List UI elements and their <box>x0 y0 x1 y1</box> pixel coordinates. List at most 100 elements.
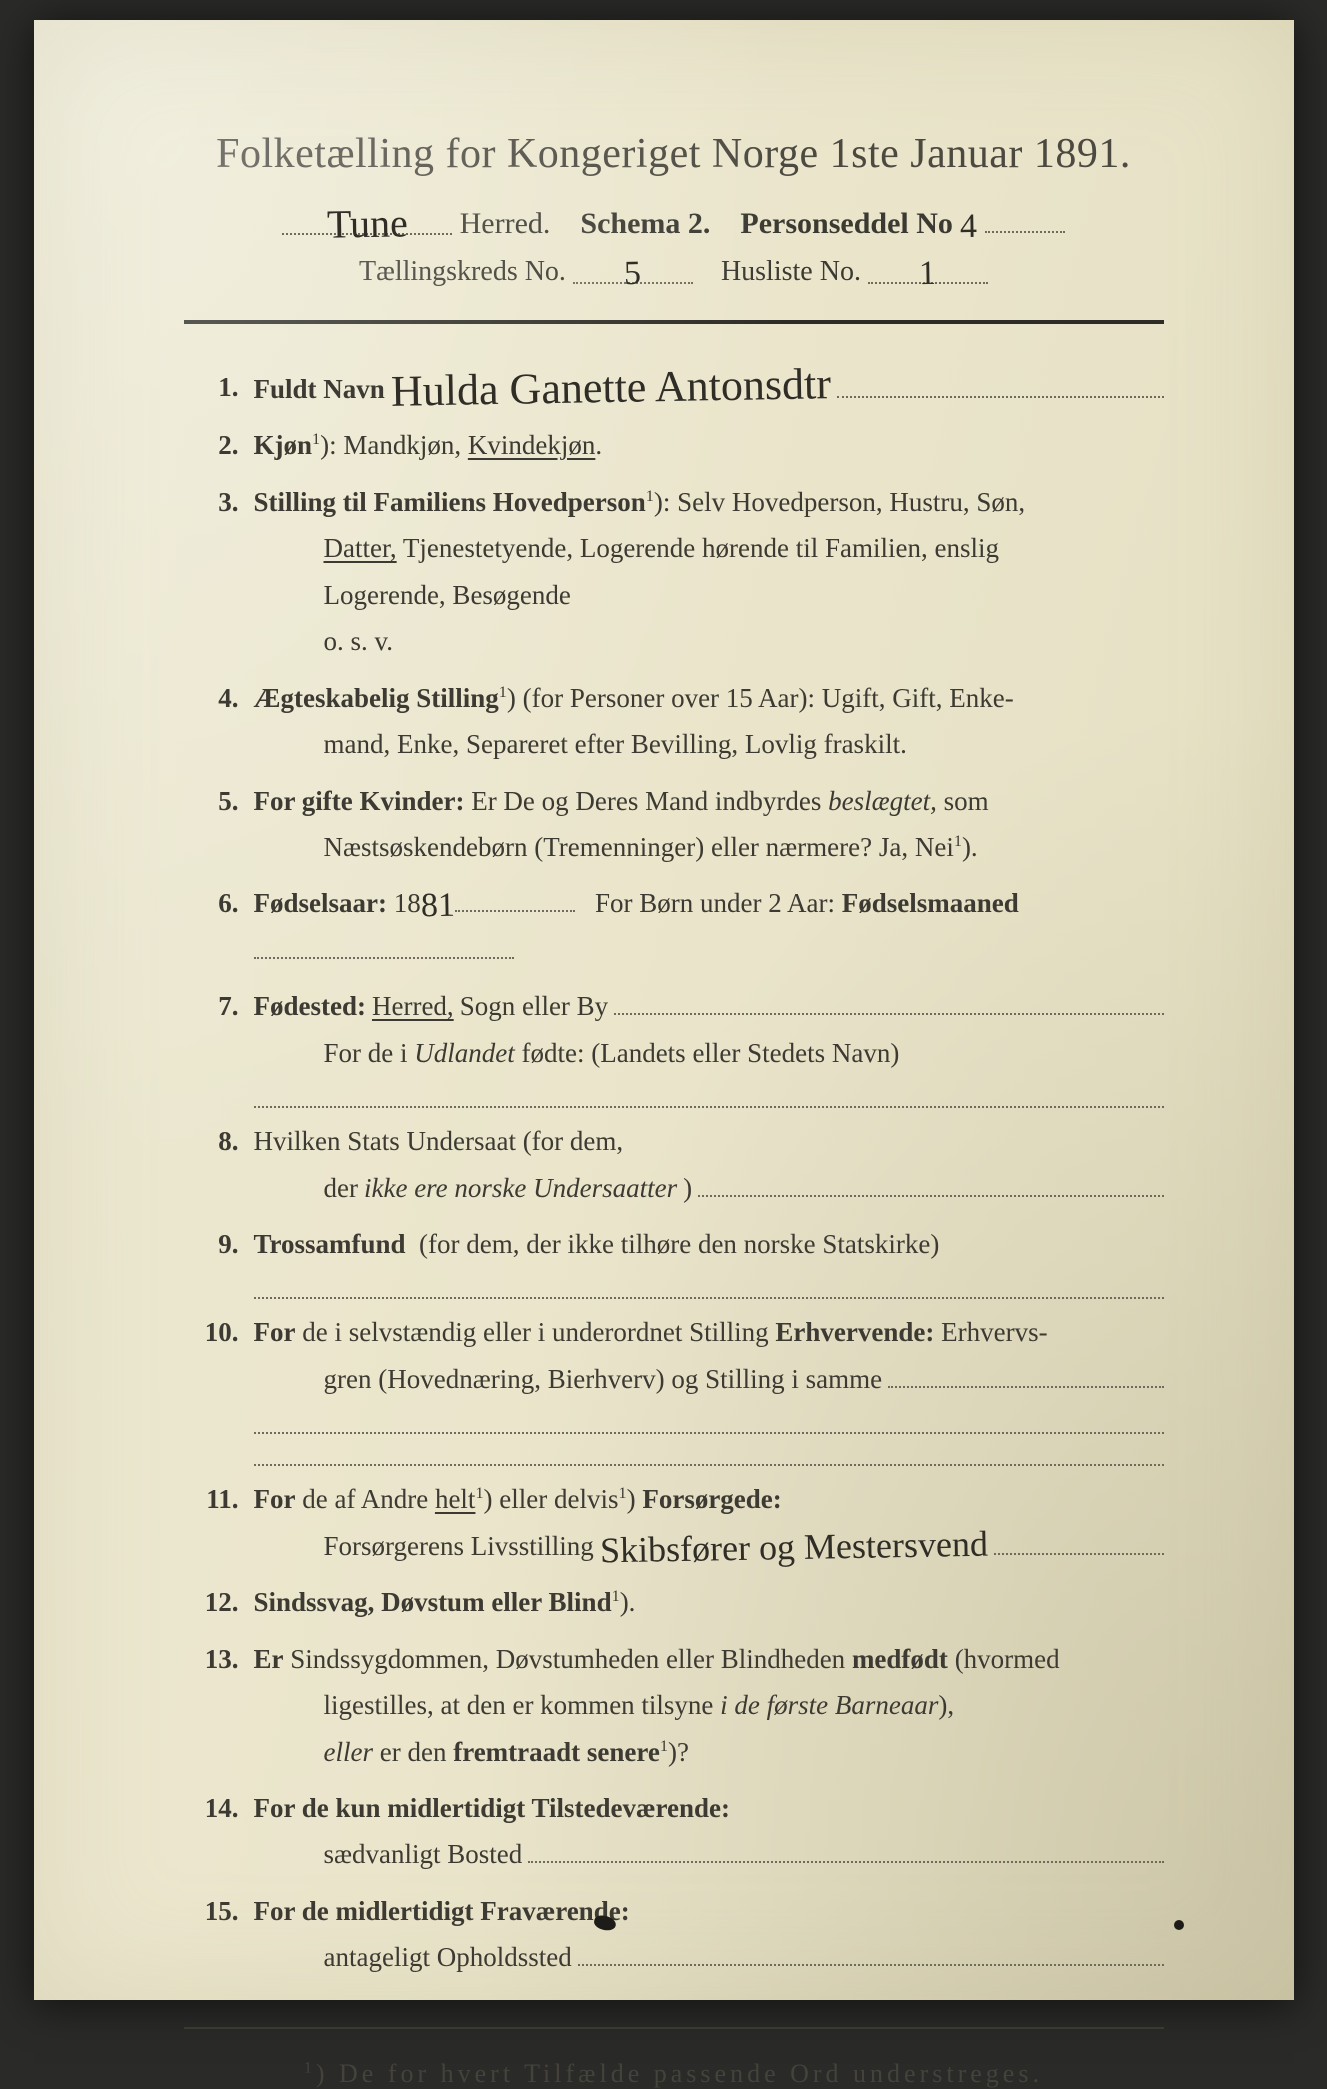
i4-paren: (for Personer over 15 Aar): <box>523 683 815 713</box>
herred-label: Herred. <box>460 207 551 240</box>
i10-dots1 <box>888 1360 1163 1388</box>
kreds-no-hand: 5 <box>624 259 642 290</box>
item-10: For de i selvstændig eller i underordnet… <box>184 1309 1164 1466</box>
item-12: Sindssvag, Døvstum eller Blind1). <box>184 1579 1164 1625</box>
i4-label: Ægteskabelig Stilling <box>254 683 499 713</box>
i5-sup: 1 <box>954 832 962 850</box>
i10-labelb: de i selvstændig eller i underordnet Sti… <box>302 1317 768 1347</box>
item-7: Fødested: Herred, Sogn eller By For de i… <box>184 983 1164 1108</box>
i4-line2: mand, Enke, Separeret efter Bevilling, L… <box>324 721 1164 767</box>
header-line-2: Tune Herred. Schema 2. Personseddel No 4 <box>184 200 1164 241</box>
i3-line2: Tjenestetyende, Logerende hørende til Fa… <box>403 533 999 563</box>
i8-line1: Hvilken Stats Undersaat (for dem, <box>254 1126 624 1156</box>
i11-fors: Forsørgede: <box>642 1484 781 1514</box>
header-block: Folketælling for Kongeriget Norge 1ste J… <box>184 130 1164 288</box>
husliste-field: 1 <box>868 255 988 284</box>
i3-sup: 1 <box>646 487 654 505</box>
item-8: Hvilken Stats Undersaat (for dem, der ik… <box>184 1118 1164 1211</box>
i5-label: For gifte Kvinder: <box>254 786 465 816</box>
i15-line2: antageligt Opholdssted <box>324 1934 572 1980</box>
i11-helt-underlined: helt <box>435 1484 476 1514</box>
i10-erhv: Erhvervende: <box>775 1317 934 1347</box>
i1-dots <box>837 370 1164 398</box>
i10-dots2 <box>254 1432 1164 1434</box>
i5-line2: Næstsøskendebørn (Tremenninger) eller næ… <box>324 832 954 862</box>
i13-paren: (hvormed <box>955 1644 1060 1674</box>
i6-line1: For Børn under 2 Aar: <box>595 888 835 918</box>
kreds-label: Tællingskreds No. <box>359 256 566 287</box>
i7-line1: Sogn eller By <box>460 983 609 1029</box>
herred-field: Tune <box>282 202 452 235</box>
i3-line1: Selv Hovedperson, Hustru, Søn, <box>677 487 1025 517</box>
i10-for: For <box>254 1317 296 1347</box>
i2-sup: 1 <box>312 430 320 448</box>
i7-label: Fødested: <box>254 983 366 1029</box>
i9-dots <box>254 1297 1164 1299</box>
i2-kvindekjon-underlined: Kvindekjøn <box>468 430 596 460</box>
header-rule <box>184 320 1164 324</box>
item-14: For de kun midlertidigt Tilstedeværende:… <box>184 1785 1164 1878</box>
i15-dots <box>578 1938 1164 1966</box>
i2-mandkjon: Mandkjøn, <box>343 430 461 460</box>
i3-line3: Logerende, Besøgende <box>324 572 1164 618</box>
main-title: Folketælling for Kongeriget Norge 1ste J… <box>184 130 1164 178</box>
i7-line2a: For de i <box>324 1038 408 1068</box>
item-13: Er Sindssygdommen, Døvstumheden eller Bl… <box>184 1636 1164 1775</box>
census-form-page: Folketælling for Kongeriget Norge 1ste J… <box>34 20 1294 2000</box>
i9-line1: (for dem, der ikke tilhøre den norske St… <box>419 1229 939 1259</box>
ink-spot-icon <box>1174 1920 1184 1930</box>
i14-dots <box>528 1835 1163 1863</box>
i5-line1a: Er De og Deres Mand indbyrdes <box>471 786 821 816</box>
item-2: Kjøn1): Mandkjøn, Kvindekjøn. <box>184 422 1164 468</box>
i6-label: Fødselsaar: <box>254 888 387 918</box>
item-11: For de af Andre helt1) eller delvis1) Fo… <box>184 1476 1164 1569</box>
i11-for: For <box>254 1484 296 1514</box>
i1-name-hand: Hulda Ganette Antonsdtr <box>390 364 831 411</box>
i8-dots <box>698 1168 1163 1196</box>
herred-handwritten: Tune <box>326 205 407 242</box>
i13-er: Er <box>254 1644 284 1674</box>
i7-udlandet: Udlandet <box>414 1038 515 1068</box>
i5-line1b: som <box>944 786 989 816</box>
item-3: Stilling til Familiens Hovedperson1): Se… <box>184 479 1164 665</box>
i1-label: Fuldt Navn <box>254 366 385 412</box>
i7-rest-dots <box>254 1106 1164 1108</box>
footer-rule <box>184 2027 1164 2029</box>
i6-year-hand: 81 <box>420 891 455 922</box>
i6-maaned-dots <box>254 930 514 958</box>
i13-line3a: er den <box>380 1737 447 1767</box>
i2-label: Kjøn <box>254 430 313 460</box>
schema-label: Schema 2. <box>580 207 710 240</box>
item-15: For de midlertidigt Fraværende: antageli… <box>184 1888 1164 1981</box>
header-line-3: Tællingskreds No. 5 Husliste No. 1 <box>184 255 1164 288</box>
husliste-no-hand: 1 <box>919 259 937 290</box>
i11-delvis: delvis <box>554 1484 619 1514</box>
item-5: For gifte Kvinder: Er De og Deres Mand i… <box>184 778 1164 871</box>
i13-line1: Sindssygdommen, Døvstumheden eller Blind… <box>290 1644 845 1674</box>
kreds-field: 5 <box>573 255 693 284</box>
i13-eller: eller <box>324 1737 373 1767</box>
i13-it2: i de første Barneaar <box>720 1690 938 1720</box>
item-4: Ægteskabelig Stilling1) (for Personer ov… <box>184 675 1164 768</box>
i7-dots <box>614 987 1163 1015</box>
i14-line2: sædvanligt Bosted <box>324 1831 523 1877</box>
i12-label: Sindssvag, Døvstum eller Blind <box>254 1587 612 1617</box>
item-6: Fødselsaar: 1881 For Børn under 2 Aar: F… <box>184 880 1164 973</box>
i3-line4: o. s. v. <box>324 618 1164 664</box>
item-9: Trossamfund (for dem, der ikke tilhøre d… <box>184 1221 1164 1299</box>
i8-ikke: ikke ere norske Undersaatter <box>364 1165 677 1211</box>
i13-fremtraadt: fremtraadt senere <box>453 1737 660 1767</box>
i10-line1: Erhvervs- <box>941 1317 1047 1347</box>
i11-hand: Skibsfører og Mestersvend <box>600 1527 988 1566</box>
i13-medfodt: medfødt <box>852 1644 948 1674</box>
personseddel-dots <box>985 200 1065 233</box>
footnote: 1) De for hvert Tilfælde passende Ord un… <box>184 2059 1164 2089</box>
personseddel-label: Personseddel No <box>740 207 953 240</box>
i14-label: For de kun midlertidigt Tilstedeværende: <box>254 1793 731 1823</box>
husliste-label: Husliste No. <box>721 256 861 287</box>
i11-labelb: de af Andre <box>302 1484 428 1514</box>
i10-line2: gren (Hovednæring, Bierhverv) og Stillin… <box>324 1356 883 1402</box>
i11-eller: eller <box>499 1484 547 1514</box>
footnote-sup: 1 <box>304 2059 316 2076</box>
personseddel-no-hand: 4 <box>960 212 978 243</box>
